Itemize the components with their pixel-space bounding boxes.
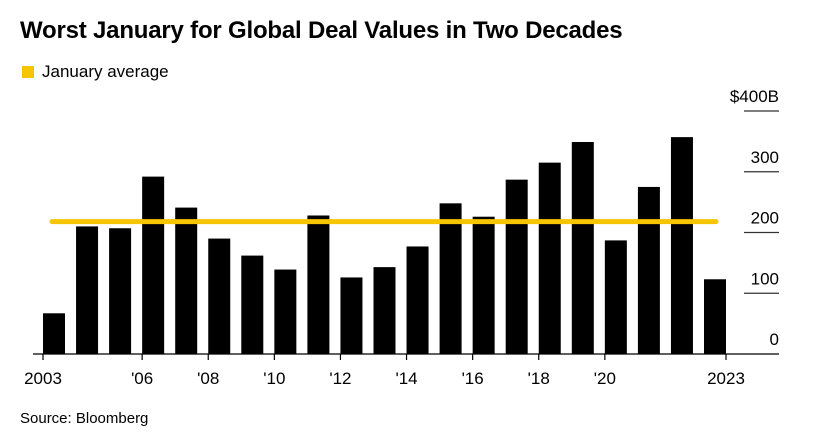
bar (637, 186, 660, 354)
bar (604, 240, 627, 354)
bar (274, 269, 297, 354)
bar (307, 215, 330, 354)
legend: January average (22, 62, 169, 82)
bar (76, 226, 99, 354)
x-tick-label: '14 (395, 369, 417, 388)
bar (571, 141, 594, 354)
x-tick-label: '16 (462, 369, 484, 388)
bar (373, 267, 396, 354)
y-tick-label: 100 (751, 269, 779, 288)
bars (43, 137, 726, 354)
bar (472, 216, 495, 354)
bar (340, 277, 363, 354)
bar (241, 255, 264, 354)
bar (704, 279, 726, 354)
y-tick-label: 300 (751, 148, 779, 167)
bar (175, 207, 198, 354)
bar (538, 162, 561, 354)
bar (439, 203, 462, 354)
bar (109, 228, 132, 354)
source-note: Source: Bloomberg (20, 410, 149, 427)
x-tick-label: '20 (594, 369, 616, 388)
bar (142, 176, 165, 354)
y-axis-labels: 0 100 200 300 $400B (730, 87, 779, 349)
x-tick-label: '06 (131, 369, 153, 388)
x-tick-label: 2003 (24, 369, 62, 388)
bar (43, 313, 65, 354)
bar (406, 246, 429, 354)
y-tick-label: 0 (770, 330, 779, 349)
x-tick-label: '18 (528, 369, 550, 388)
gridlines (744, 110, 779, 294)
x-axis-labels: 2003 '06 '08 '10 '12 '14 '16 '18 '20 2023 (24, 369, 745, 388)
y-tick-label: $400B (730, 87, 779, 106)
x-tick-label: '08 (197, 369, 219, 388)
x-tick-label: '10 (263, 369, 285, 388)
legend-swatch-january-average (22, 66, 34, 78)
legend-label-january-average: January average (42, 62, 169, 81)
y-tick-label: 200 (751, 209, 779, 228)
x-tick-label: '12 (329, 369, 351, 388)
x-axis (33, 353, 779, 360)
bar (208, 238, 231, 354)
bar (670, 137, 693, 354)
x-tick-label: 2023 (707, 369, 745, 388)
chart-title: Worst January for Global Deal Values in … (20, 17, 623, 44)
bar (505, 179, 528, 354)
